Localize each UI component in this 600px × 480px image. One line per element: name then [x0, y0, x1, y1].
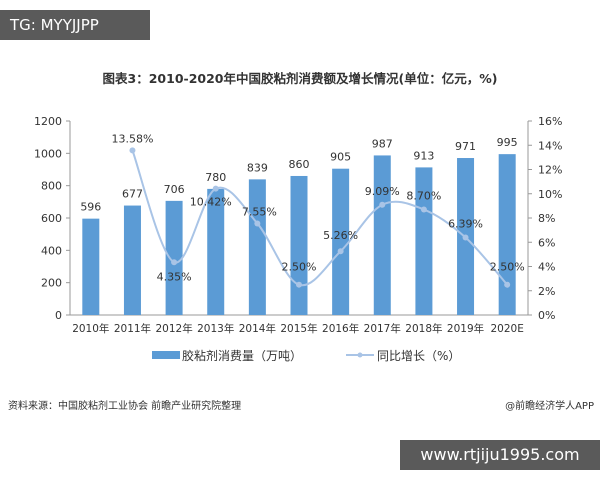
bar: [165, 200, 183, 315]
bar-label: 971: [455, 140, 476, 153]
growth-label: 5.26%: [323, 229, 358, 242]
growth-point: [379, 201, 386, 208]
bar: [332, 168, 350, 315]
right-tick-label: 4%: [538, 261, 555, 274]
growth-point: [462, 234, 469, 241]
legend-line-label: 同比增长（%）: [377, 349, 460, 363]
x-tick-label: 2013年: [197, 322, 234, 335]
x-tick-label: 2010年: [72, 322, 109, 335]
growth-point: [212, 185, 219, 192]
growth-point: [337, 248, 344, 255]
left-tick-label: 1200: [34, 115, 62, 128]
app-credit: @前瞻经济学人APP: [505, 401, 594, 412]
right-tick-label: 14%: [538, 139, 562, 152]
left-tick-label: 0: [55, 309, 62, 322]
right-tick-label: 12%: [538, 164, 562, 177]
x-tick-label: 2020E: [491, 323, 524, 335]
growth-point: [171, 259, 178, 266]
left-tick-label: 400: [41, 244, 62, 257]
growth-label: 9.09%: [365, 185, 400, 198]
bar: [373, 155, 391, 315]
x-tick-label: 2016年: [322, 322, 359, 335]
x-tick-label: 2018年: [405, 322, 442, 335]
chart-title: 图表3：2010-2020年中国胶粘剂消费额及增长情况(单位：亿元，%): [102, 71, 498, 86]
growth-label: 13.58%: [111, 132, 153, 145]
right-tick-label: 2%: [538, 285, 555, 298]
left-tick-label: 1000: [34, 147, 62, 160]
bar: [415, 167, 433, 315]
legend-bar-swatch: [152, 351, 180, 359]
bar-label: 860: [289, 158, 310, 171]
legend-line-marker: [357, 352, 363, 358]
bar: [123, 205, 141, 315]
header-tag: TG: MYYJJPP: [0, 10, 150, 40]
right-tick-label: 0%: [538, 309, 555, 322]
x-tick-label: 2014年: [239, 322, 276, 335]
growth-label: 4.35%: [157, 270, 192, 283]
source-note: 资料来源：中国胶粘剂工业协会 前瞻产业研究院整理: [8, 401, 242, 412]
growth-label: 2.50%: [490, 261, 525, 274]
growth-label: 8.70%: [406, 190, 441, 203]
bar: [498, 154, 516, 315]
growth-point: [254, 220, 261, 227]
x-tick-label: 2019年: [447, 322, 484, 335]
bar-label: 706: [164, 183, 185, 196]
bar: [248, 179, 266, 315]
left-tick-label: 800: [41, 180, 62, 193]
growth-label: 2.50%: [282, 261, 317, 274]
bar-label: 677: [122, 188, 143, 201]
x-tick-label: 2017年: [364, 322, 401, 335]
bar-label: 995: [497, 136, 518, 149]
bar-label: 780: [205, 171, 226, 184]
bar: [207, 188, 225, 315]
bar: [82, 218, 100, 315]
bar-label: 905: [330, 151, 351, 164]
right-tick-label: 10%: [538, 188, 562, 201]
growth-point: [129, 147, 136, 154]
growth-point: [420, 206, 427, 213]
x-tick-label: 2011年: [114, 322, 151, 335]
bar-label: 913: [413, 149, 434, 162]
footer-watermark: www.rtjiju1995.com: [400, 440, 600, 470]
bar-label: 596: [80, 201, 101, 214]
growth-point: [504, 281, 511, 288]
legend-bar-label: 胶粘剂消费量（万吨）: [182, 348, 302, 363]
bar: [290, 175, 308, 315]
right-tick-label: 6%: [538, 236, 555, 249]
bar-label: 987: [372, 137, 393, 150]
left-tick-label: 600: [41, 212, 62, 225]
growth-label: 7.55%: [242, 205, 277, 218]
x-tick-label: 2012年: [155, 322, 192, 335]
growth-label: 6.39%: [448, 218, 483, 231]
right-tick-label: 16%: [538, 115, 562, 128]
right-tick-label: 8%: [538, 212, 555, 225]
x-tick-label: 2015年: [280, 322, 317, 335]
growth-label: 10.42%: [190, 196, 232, 209]
growth-point: [296, 281, 302, 288]
bar-label: 839: [247, 161, 268, 174]
left-tick-label: 200: [41, 277, 62, 290]
